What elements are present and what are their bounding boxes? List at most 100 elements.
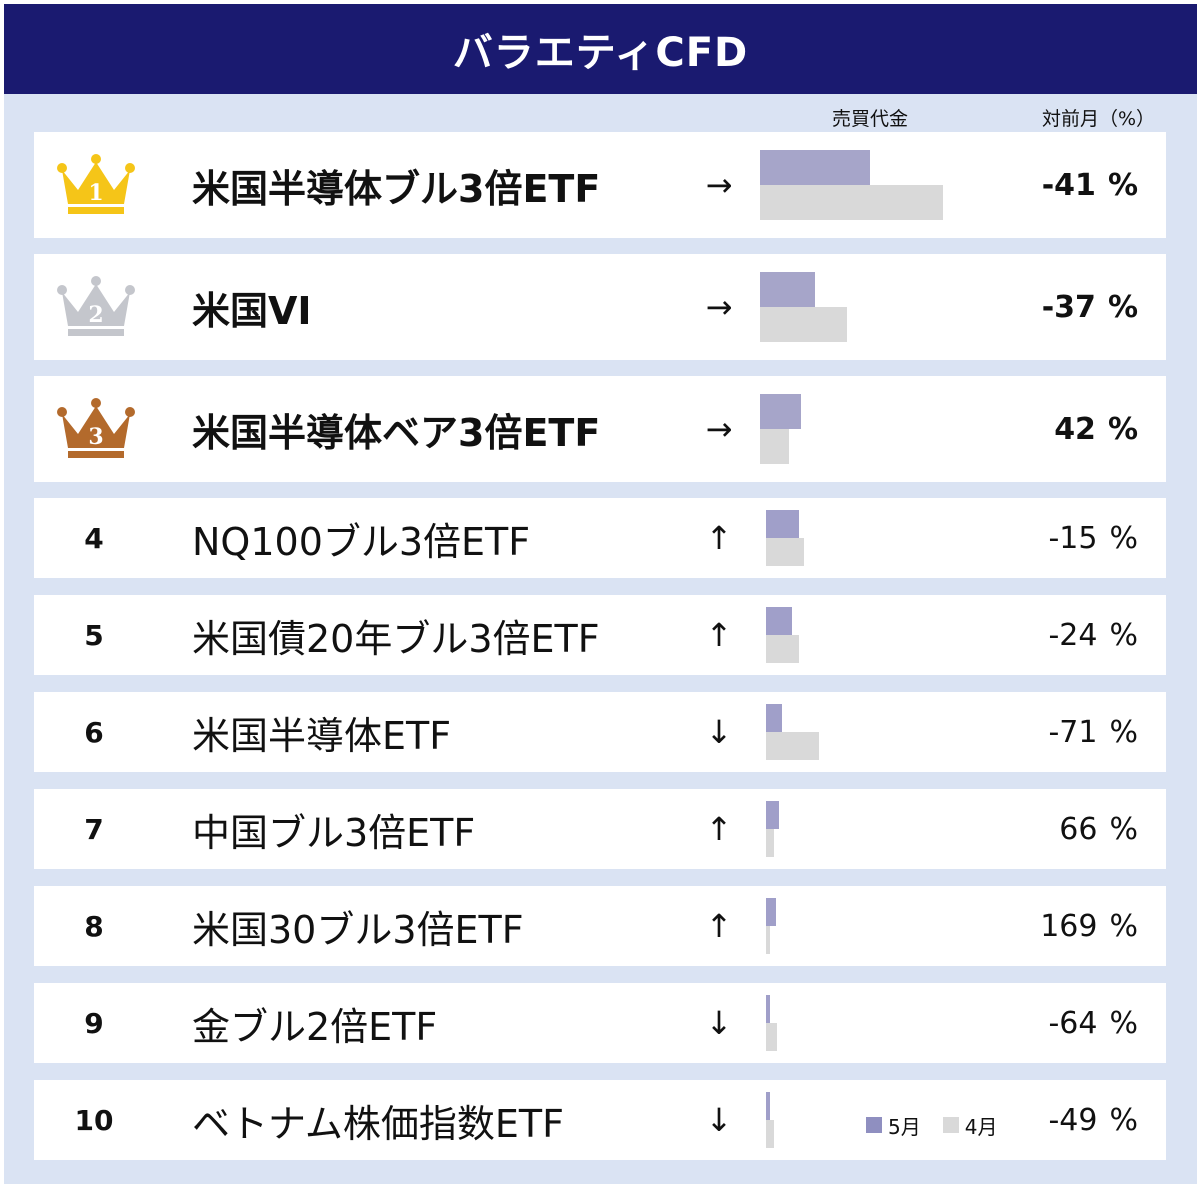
ranking-row: 8 米国30ブル3倍ETF ↑ 169%	[34, 886, 1166, 966]
change-number: -49	[1048, 1102, 1098, 1138]
change-number: -37	[1041, 289, 1096, 325]
change-number: 169	[1040, 908, 1098, 944]
bar-may	[760, 150, 870, 185]
bar-may	[766, 995, 770, 1023]
ranking-row: 9 金ブル2倍ETF ↓ -64%	[34, 983, 1166, 1063]
rank-number: 5	[84, 618, 104, 652]
product-name: 米国半導体ブル3倍ETF	[192, 166, 601, 211]
rank-number: 9	[84, 1006, 104, 1040]
bar-may	[766, 898, 777, 926]
ranking-row: 4 NQ100ブル3倍ETF ↑ -15%	[34, 498, 1166, 578]
arrow-down-icon: ↓	[705, 1101, 733, 1139]
rank-number: 4	[84, 521, 104, 555]
product-name: 米国VI	[192, 288, 312, 333]
legend-swatch-may	[866, 1117, 882, 1133]
change-value: -37%	[1042, 254, 1138, 360]
svg-text:2: 2	[88, 302, 103, 328]
change-number: 66	[1059, 811, 1098, 847]
bar-apr	[766, 926, 770, 954]
percent-sign: %	[1107, 167, 1138, 203]
product-name: 米国債20年ブル3倍ETF	[192, 616, 600, 661]
product-name: ベトナム株価指数ETF	[192, 1101, 564, 1146]
percent-sign: %	[1109, 1102, 1138, 1138]
bar-may	[766, 801, 779, 829]
product-name: 米国半導体ベア3倍ETF	[192, 410, 601, 455]
product-name: 中国ブル3倍ETF	[192, 810, 476, 855]
bar-apr	[766, 829, 775, 857]
svg-text:3: 3	[88, 424, 103, 450]
arrow-down-icon: ↓	[705, 1004, 733, 1042]
ranking-panel: バラエティCFD 売買代金 対前月（%） 1 米国半導体ブル3倍ETF → -41% 2…	[4, 4, 1197, 1184]
arrow-up-icon: ↑	[705, 907, 733, 945]
change-number: -24	[1048, 617, 1098, 653]
bar-apr	[760, 307, 847, 342]
change-value: -15%	[1048, 498, 1138, 578]
percent-sign: %	[1109, 1005, 1138, 1041]
svg-text:1: 1	[88, 180, 103, 206]
product-name: 米国半導体ETF	[192, 713, 452, 758]
change-value: -71%	[1048, 692, 1138, 772]
change-number: -64	[1048, 1005, 1098, 1041]
change-number: -15	[1048, 520, 1098, 556]
change-number: 42	[1054, 411, 1096, 447]
bar-may	[760, 272, 815, 307]
percent-sign: %	[1109, 811, 1138, 847]
product-name: 米国30ブル3倍ETF	[192, 907, 524, 952]
change-number: -41	[1041, 167, 1096, 203]
percent-sign: %	[1109, 714, 1138, 750]
bar-may	[760, 394, 802, 429]
product-name: NQ100ブル3倍ETF	[192, 519, 531, 564]
change-value: -41%	[1042, 132, 1138, 238]
arrow-up-icon: ↑	[705, 519, 733, 557]
ranking-row: 5 米国債20年ブル3倍ETF ↑ -24%	[34, 595, 1166, 675]
arrow-right-icon: →	[705, 410, 733, 448]
percent-sign: %	[1107, 411, 1138, 447]
bar-apr	[766, 1023, 777, 1051]
percent-sign: %	[1107, 289, 1138, 325]
ranking-row: 3 米国半導体ベア3倍ETF → 42%	[34, 376, 1166, 482]
change-value: -64%	[1048, 983, 1138, 1063]
legend-label-apr: 4月	[964, 1114, 998, 1139]
legend-label-may: 5月	[888, 1114, 921, 1139]
change-value: -49%	[1048, 1080, 1138, 1160]
arrow-down-icon: ↓	[705, 713, 733, 751]
percent-sign: %	[1109, 617, 1138, 653]
bar-may	[766, 1092, 770, 1120]
bar-apr	[766, 635, 799, 663]
gold-crown-icon: 1	[56, 150, 136, 218]
silver-crown-icon: 2	[56, 272, 136, 340]
bar-apr	[760, 429, 790, 464]
bar-apr	[760, 185, 943, 220]
change-value: 66%	[1059, 789, 1138, 869]
rank-number: 7	[84, 812, 104, 846]
change-value: 169%	[1040, 886, 1138, 966]
ranking-row: 2 米国VI → -37%	[34, 254, 1166, 360]
ranking-row: 7 中国ブル3倍ETF ↑ 66%	[34, 789, 1166, 869]
rank-number: 8	[84, 909, 104, 943]
change-value: 42%	[1054, 376, 1138, 482]
arrow-up-icon: ↑	[705, 810, 733, 848]
change-value: -24%	[1048, 595, 1138, 675]
ranking-row: 6 米国半導体ETF ↓ -71%	[34, 692, 1166, 772]
rank-number: 6	[84, 715, 104, 749]
bar-apr	[766, 1120, 775, 1148]
legend-swatch-apr	[942, 1117, 959, 1133]
arrow-up-icon: ↑	[705, 616, 733, 654]
column-header-change: 対前月（%）	[1042, 108, 1156, 130]
bar-apr	[766, 538, 805, 566]
bar-may	[766, 704, 782, 732]
product-name: 金ブル2倍ETF	[192, 1004, 438, 1049]
page-title: バラエティCFD	[4, 4, 1197, 94]
percent-sign: %	[1109, 520, 1138, 556]
bar-may	[766, 607, 792, 635]
rank-number: 10	[74, 1103, 114, 1137]
bar-may	[766, 510, 799, 538]
column-header-volume: 売買代金	[832, 108, 909, 130]
bronze-crown-icon: 3	[56, 394, 136, 462]
change-number: -71	[1048, 714, 1098, 750]
arrow-right-icon: →	[705, 166, 733, 204]
percent-sign: %	[1109, 908, 1138, 944]
ranking-row: 10 ベトナム株価指数ETF ↓ -49%	[34, 1080, 1166, 1160]
bar-apr	[766, 732, 820, 760]
arrow-right-icon: →	[705, 288, 733, 326]
